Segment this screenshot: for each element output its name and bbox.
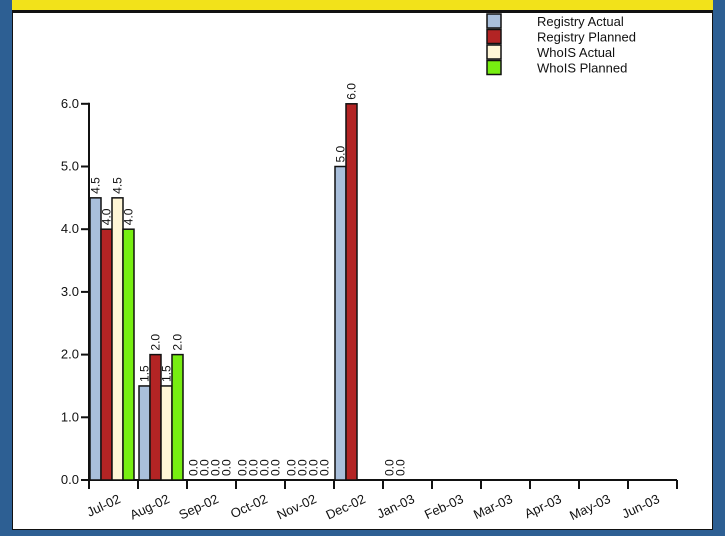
bar [100, 228, 113, 481]
data-label: 4.5 [111, 177, 125, 194]
data-label: 0.0 [236, 459, 250, 476]
bar [334, 165, 347, 481]
x-tick-label: Apr-03 [522, 491, 564, 521]
data-label: 0.0 [269, 459, 283, 476]
x-tick-label: Sep-02 [176, 491, 220, 522]
data-label: 5.0 [334, 145, 348, 162]
x-tick-label: Mar-03 [471, 491, 515, 522]
legend-swatch [486, 28, 502, 45]
data-label: 0.0 [258, 459, 272, 476]
bar [160, 385, 173, 481]
y-tick-label: 2.0 [61, 347, 79, 362]
legend-label: Registry Planned [537, 30, 636, 45]
data-label: 4.0 [122, 208, 136, 225]
legend-swatch [486, 44, 502, 60]
y-tick-label: 3.0 [61, 284, 79, 299]
data-label: 0.0 [220, 459, 234, 476]
data-label: 0.0 [198, 459, 212, 476]
x-tick-label: May-03 [567, 491, 613, 523]
data-label: 0.0 [247, 459, 261, 476]
y-tick-label: 1.0 [61, 409, 79, 424]
data-label: 4.5 [89, 177, 103, 194]
legend-label: WhoIS Planned [537, 61, 627, 76]
data-label: 1.5 [138, 365, 152, 382]
title-strip [12, 0, 713, 12]
data-label: 0.0 [394, 459, 408, 476]
y-tick-label: 5.0 [61, 159, 79, 174]
x-tick-label: Jun-03 [619, 491, 661, 521]
data-label: 2.0 [171, 334, 185, 351]
data-label: 0.0 [307, 459, 321, 476]
data-label: 2.0 [149, 334, 163, 351]
data-label: 0.0 [285, 459, 299, 476]
data-label: 0.0 [296, 459, 310, 476]
legend-swatch [486, 59, 502, 76]
x-tick-label: Oct-02 [228, 491, 270, 521]
bar [171, 353, 184, 481]
data-label: 0.0 [383, 459, 397, 476]
x-tick-label: Dec-02 [323, 491, 367, 522]
x-tick-label: Nov-02 [274, 491, 318, 522]
data-label: 0.0 [318, 459, 332, 476]
bar [89, 197, 102, 481]
y-tick-label: 4.0 [61, 221, 79, 236]
bar [138, 385, 151, 481]
x-tick-label: Feb-03 [422, 491, 466, 522]
x-tick-label: Jan-03 [374, 491, 416, 521]
x-tick-label: Aug-02 [127, 491, 171, 522]
data-label: 1.5 [160, 365, 174, 382]
bar [122, 228, 135, 481]
data-label: 0.0 [187, 459, 201, 476]
bar [111, 197, 124, 481]
y-tick-label: 6.0 [61, 96, 79, 111]
data-label: 6.0 [345, 83, 359, 100]
legend-label: Registry Actual [537, 14, 624, 29]
data-label: 0.0 [209, 459, 223, 476]
data-label: 4.0 [100, 208, 114, 225]
x-tick-label: Jul-02 [84, 491, 122, 520]
legend-swatch [486, 13, 502, 29]
legend-label: WhoIS Actual [537, 45, 615, 60]
y-tick-label: 0.0 [61, 472, 79, 487]
bar [345, 103, 358, 481]
